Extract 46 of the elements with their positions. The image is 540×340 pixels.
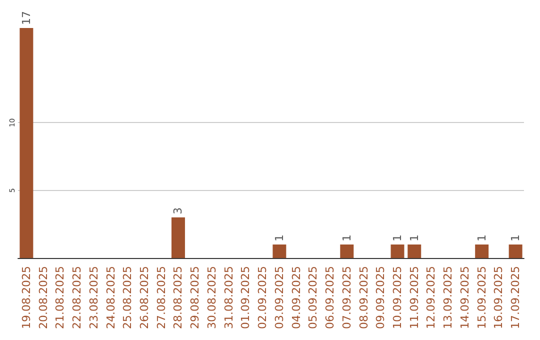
x-tick-label: 11.09.2025 [408, 266, 421, 330]
x-tick-label: 09.09.2025 [374, 266, 388, 330]
x-tick-label: 16.09.2025 [492, 266, 506, 330]
data-label: 3 [172, 207, 185, 214]
x-tick-label: 20.08.2025 [36, 266, 50, 330]
x-tick-label: 15.09.2025 [475, 266, 488, 330]
x-tick-label: 08.09.2025 [357, 266, 370, 330]
x-tick-label: 19.08.2025 [20, 266, 33, 330]
x-tick-label: 03.09.2025 [272, 266, 286, 330]
x-tick-label: 14.09.2025 [458, 266, 472, 330]
data-label: 1 [391, 234, 404, 242]
bar [475, 244, 489, 258]
x-tick-label: 26.08.2025 [138, 266, 151, 330]
x-tick-label: 22.08.2025 [70, 266, 84, 330]
x-tick-label: 01.09.2025 [239, 266, 252, 330]
data-label: 1 [509, 234, 522, 242]
bar [508, 244, 522, 258]
data-label: 1 [272, 234, 286, 242]
x-tick-label: 29.08.2025 [188, 266, 202, 330]
x-tick-label: 06.09.2025 [324, 266, 337, 330]
x-tick-label: 23.08.2025 [87, 266, 100, 330]
x-tick-label: 05.09.2025 [306, 266, 320, 330]
x-tick-label: 12.09.2025 [424, 266, 438, 330]
data-label: 1 [475, 234, 488, 242]
x-tick-label: 31.08.2025 [222, 266, 236, 330]
bar [272, 244, 286, 258]
x-tick-label: 21.08.2025 [54, 266, 67, 330]
bar [171, 217, 185, 258]
bar [340, 244, 354, 258]
x-tick-label: 02.09.2025 [256, 266, 270, 330]
x-tick-label: 25.08.2025 [121, 266, 134, 330]
data-label: 1 [408, 234, 421, 242]
x-tick-label: 17.09.2025 [509, 266, 522, 330]
x-tick-label: 04.09.2025 [290, 266, 303, 330]
bar [20, 28, 34, 258]
data-label: 17 [20, 11, 33, 25]
x-tick-label: 24.08.2025 [104, 266, 118, 330]
data-label: 1 [340, 234, 354, 242]
x-tick-label: 28.08.2025 [172, 266, 185, 330]
x-tick-label: 27.08.2025 [154, 266, 168, 330]
bar [390, 244, 404, 258]
x-tick-label: 07.09.2025 [340, 266, 354, 330]
x-tick-label: 10.09.2025 [391, 266, 404, 330]
bar [408, 244, 422, 258]
x-tick-label: 13.09.2025 [442, 266, 455, 330]
x-tick-label: 30.08.2025 [205, 266, 218, 330]
